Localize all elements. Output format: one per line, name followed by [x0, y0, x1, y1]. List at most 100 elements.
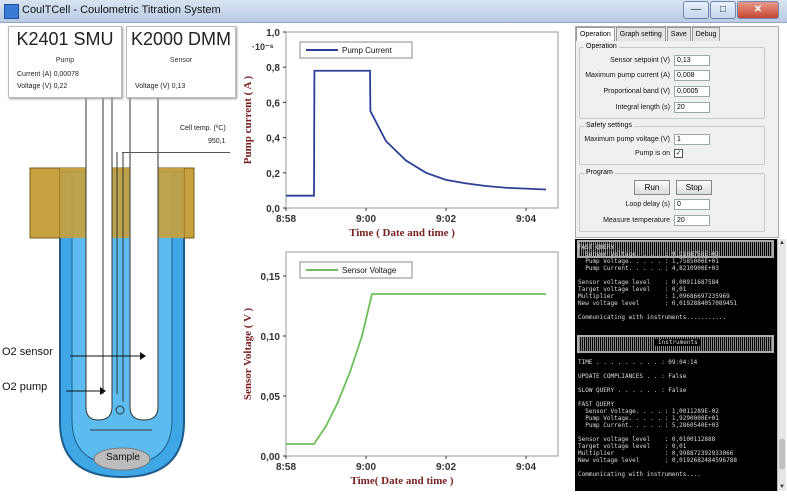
plot-area [285, 31, 559, 209]
prop-band-label: Proportional band (V) [603, 88, 670, 95]
x-tick-label: 8:58 [276, 462, 296, 473]
sensor-voltage-label: Voltage (V) [135, 83, 170, 90]
tab-graph-setting[interactable]: Graph setting [615, 27, 666, 41]
panel-tabs: Operation Graph setting Save Debug [576, 27, 721, 41]
y-tick-label: 0,6 [266, 98, 280, 109]
console-line: Sensor voltage level : 0,00911687584 [578, 279, 719, 286]
x-tick-label: 9:00 [356, 462, 376, 473]
safety-group-title: Safety settings [584, 122, 634, 129]
series-line [286, 293, 546, 445]
console-line: Multiplier : 0,998872392933066 [578, 450, 734, 457]
scroll-up-icon[interactable]: ▲ [779, 240, 785, 246]
y-tick-label: 0,15 [261, 272, 281, 283]
loop-delay-label: Loop delay (s) [625, 201, 670, 208]
x-tick-label: 9:04 [516, 214, 536, 225]
console-scrollbar[interactable]: ▲ ▼ [777, 239, 786, 491]
sensor-instrument-box: K2000 DMM Sensor Voltage (V) 0,13 [126, 26, 236, 98]
console-line: Multiplier : 1,09686697235969 [578, 293, 730, 300]
y-tick-label: 0,05 [261, 392, 281, 403]
console-line: UPDATE COMPLIANCES . . : False [578, 373, 687, 380]
pump-instrument-role: Pump [55, 57, 75, 64]
pump-on-checkbox[interactable]: ✓ [674, 149, 683, 158]
y-tick-label: 0,00 [261, 452, 281, 463]
max-pump-voltage-input[interactable]: 1 [674, 134, 710, 145]
plot-area [285, 251, 559, 457]
maximize-button[interactable]: □ [710, 1, 736, 19]
y-tick-label: 0,10 [261, 332, 281, 343]
y-tick-label: 1,0 [266, 28, 280, 39]
console-line: Pump Current. . . . . : 5,2860540E+03 [578, 422, 719, 429]
pump-current-chart-svg: 1,0 0,8 0,6 0,4 0,2 0,08:58 9:00 9:02 9:04 ·10⁻⁶ T… [242, 28, 559, 239]
console-line: Communicating with instruments.... [578, 471, 701, 478]
x-axis-label: Time( Date and time ) [350, 475, 453, 487]
scroll-thumb[interactable] [779, 439, 785, 469]
tab-operation[interactable]: Operation [576, 27, 615, 41]
o2-pump-label: O2 pump [2, 381, 48, 393]
run-button[interactable]: Run [634, 180, 670, 195]
legend-box [299, 41, 413, 59]
control-panel: Operation Graph setting Save Debug Opera… [575, 26, 779, 238]
loop-delay-input[interactable]: 0 [674, 199, 710, 210]
legend-label: Sensor Voltage [342, 266, 397, 275]
legend-box [299, 261, 413, 279]
console-line: Pump Current. . . . . : 4,8210900E+03 [578, 265, 719, 272]
console-line: SLOW QUERY . . . . . . : False [578, 387, 687, 394]
max-pump-current-label: Maximum pump current (A) [585, 72, 670, 79]
sensor-setpoint-input[interactable]: 0,13 [674, 55, 710, 66]
operation-group-title: Operation [584, 43, 619, 50]
max-pump-current-input[interactable]: 0,008 [674, 70, 710, 81]
program-group-title: Program [584, 169, 615, 176]
sensor-voltage-value: 0,13 [171, 83, 186, 90]
pump-voltage-row: Voltage (V) 0,22 [17, 83, 67, 90]
pump-current-row: Current (A) 0,00078 [17, 71, 79, 78]
y-axis-label: Pump current ( A ) [242, 75, 254, 164]
y-tick-label: 0,2 [266, 169, 280, 180]
app-icon [4, 4, 19, 19]
pump-instrument-box: K2401 SMU Pump Current (A) 0,00078 Volta… [8, 26, 122, 98]
debug-console[interactable]: FAST QUERY Sensor Voltage. . . . : 9,116… [575, 239, 777, 491]
x-tick-label: 9:04 [516, 462, 536, 473]
console-line: Communicating with instruments..........… [578, 314, 727, 321]
minimize-button[interactable]: — [683, 1, 709, 19]
max-pump-voltage-label: Maximum pump voltage (V) [584, 136, 670, 143]
operation-group: Operation Sensor setpoint (V) 0,13 Maxim… [579, 43, 765, 119]
prop-band-input[interactable]: 0,0005 [674, 86, 710, 97]
sensor-voltage-chart: 0,15 0,10 0,05 0,00 8:58 9:00 9:02 9:04 Time( Da… [238, 244, 568, 496]
pump-voltage-label: Voltage (V) [17, 83, 52, 90]
legend-label: Pump Current [342, 46, 393, 55]
measure-temp-input[interactable]: 20 [674, 215, 710, 226]
console-line: TIME . . . . . . . . . : 09:04:14 [578, 359, 698, 366]
console-instruments-label: Instruments [655, 339, 701, 346]
title-bar: CoulTCell - Coulometric Titration System… [0, 0, 787, 23]
sensor-instrument-name: K2000 DMM [130, 29, 232, 49]
cell-temp-label: Cell temp. (ºC) [180, 125, 226, 132]
scroll-down-icon[interactable]: ▼ [779, 484, 785, 490]
stop-button[interactable]: Stop [676, 180, 712, 195]
close-button[interactable]: ✕ [737, 1, 779, 19]
x-tick-label: 9:02 [436, 214, 456, 225]
cell-temp-leader [122, 152, 230, 153]
console-line: New voltage level : 0,0192682484596788 [578, 457, 737, 464]
x-tick-label: 8:58 [276, 214, 296, 225]
console-line: New voltage level : 0,0192884057089451 [578, 300, 737, 307]
console-line: Sensor Voltage. . . . : 1,0011289E-02 [578, 408, 719, 415]
sensor-setpoint-label: Sensor setpoint (V) [610, 57, 670, 64]
console-line: Target voltage level : 0,01 [578, 286, 687, 293]
y-tick-label: 0,4 [266, 134, 280, 145]
integral-length-input[interactable]: 20 [674, 102, 710, 113]
console-line: FAST QUERY [578, 244, 615, 251]
pump-voltage-value: 0,22 [53, 83, 68, 90]
tab-debug[interactable]: Debug [691, 27, 721, 41]
sensor-instrument-role: Sensor [169, 57, 193, 64]
console-line: Target voltage level : 0,01 [578, 443, 687, 450]
pump-current-chart: 1,0 0,8 0,6 0,4 0,2 0,0 8:58 9:00 9:02 9:04 ·10⁻⁶ T… [238, 26, 568, 240]
console-line: Pump Voltage. . . . . : 1,7585000E+01 [578, 258, 719, 265]
safety-group: Safety settings Maximum pump voltage (V)… [579, 122, 765, 165]
y-tick-label: 0,0 [266, 204, 280, 215]
console-banner-top [577, 240, 774, 258]
tab-save[interactable]: Save [666, 27, 691, 41]
program-group: Program Run Stop Loop delay (s) 0 Measur… [579, 169, 765, 232]
measure-temp-label: Measure temperature [603, 217, 670, 224]
pump-current-label: Current (A) [17, 71, 52, 78]
console-line: Sensor voltage level : 0,0100112888 [578, 436, 716, 443]
